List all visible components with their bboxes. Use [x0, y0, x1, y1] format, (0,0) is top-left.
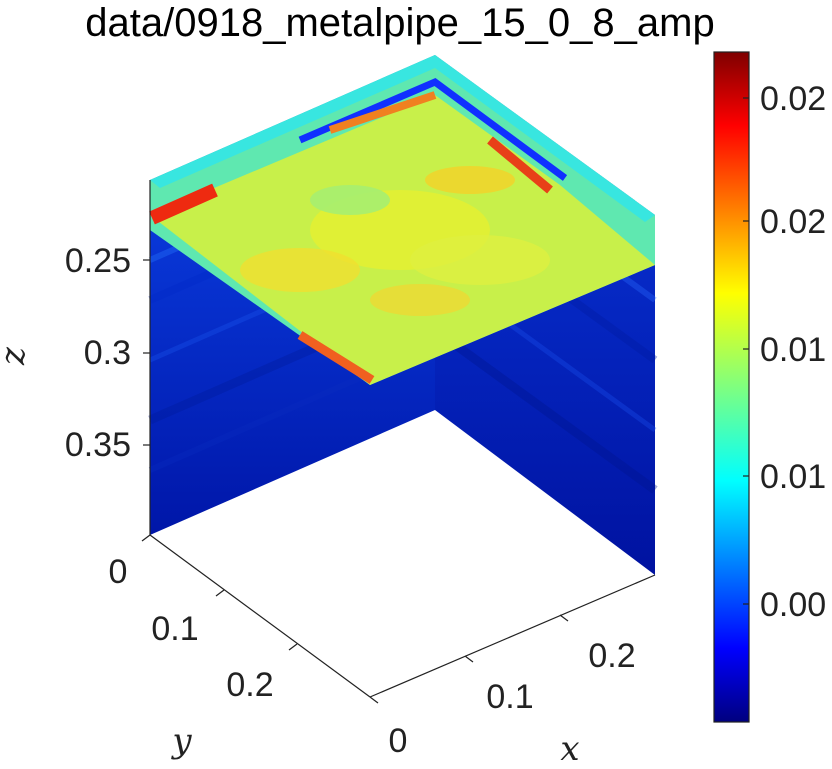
colorbar-tick-label: 0.02: [760, 80, 826, 118]
z-tick-label: 0.3: [84, 334, 131, 372]
x-axis: 0 0.1 0.2 x: [369, 574, 656, 769]
z-axis: 0.25 0.3 0.35 z: [0, 242, 150, 464]
y-tick-label: 0: [109, 553, 128, 591]
x-tick-label: 0.1: [486, 678, 533, 716]
colorbar-tick-label: 0.01: [760, 458, 826, 496]
x-tick-label: 0: [389, 722, 408, 760]
top-slice-rim-cyan: [150, 55, 655, 222]
z-tick-label: 0.25: [65, 242, 131, 280]
x-tick-label: 0.2: [588, 637, 635, 675]
x-axis-label: x: [560, 729, 579, 769]
colorbar-tick-label: 0.01: [760, 331, 826, 369]
colorbar-gradient: [713, 51, 750, 723]
y-axis-label: y: [170, 721, 192, 761]
z-axis-label: z: [0, 346, 33, 366]
chart-title: data/0918_metalpipe_15_0_8_amp: [85, 1, 715, 45]
top-slice-blue-edge: [298, 77, 568, 181]
top-slice-hot-edge-top: [328, 91, 437, 134]
y-tick-label: 0.1: [151, 610, 198, 648]
colorbar-tick-label: 0.00: [760, 586, 826, 624]
y-axis: 0 0.1 0.2 y: [109, 534, 371, 761]
top-slice-hot-edge-back: [487, 136, 553, 194]
y-tick-label: 0.2: [226, 666, 273, 704]
z-tick-label: 0.35: [65, 426, 131, 464]
top-slice-hot-edge-front: [297, 331, 375, 384]
colorbar: 0.02 0.02 0.01 0.01 0.00: [713, 51, 826, 723]
top-slice-texture: [240, 166, 550, 316]
colorbar-tick-label: 0.02: [760, 203, 826, 241]
top-slice-hot-edge-left: [149, 183, 218, 225]
